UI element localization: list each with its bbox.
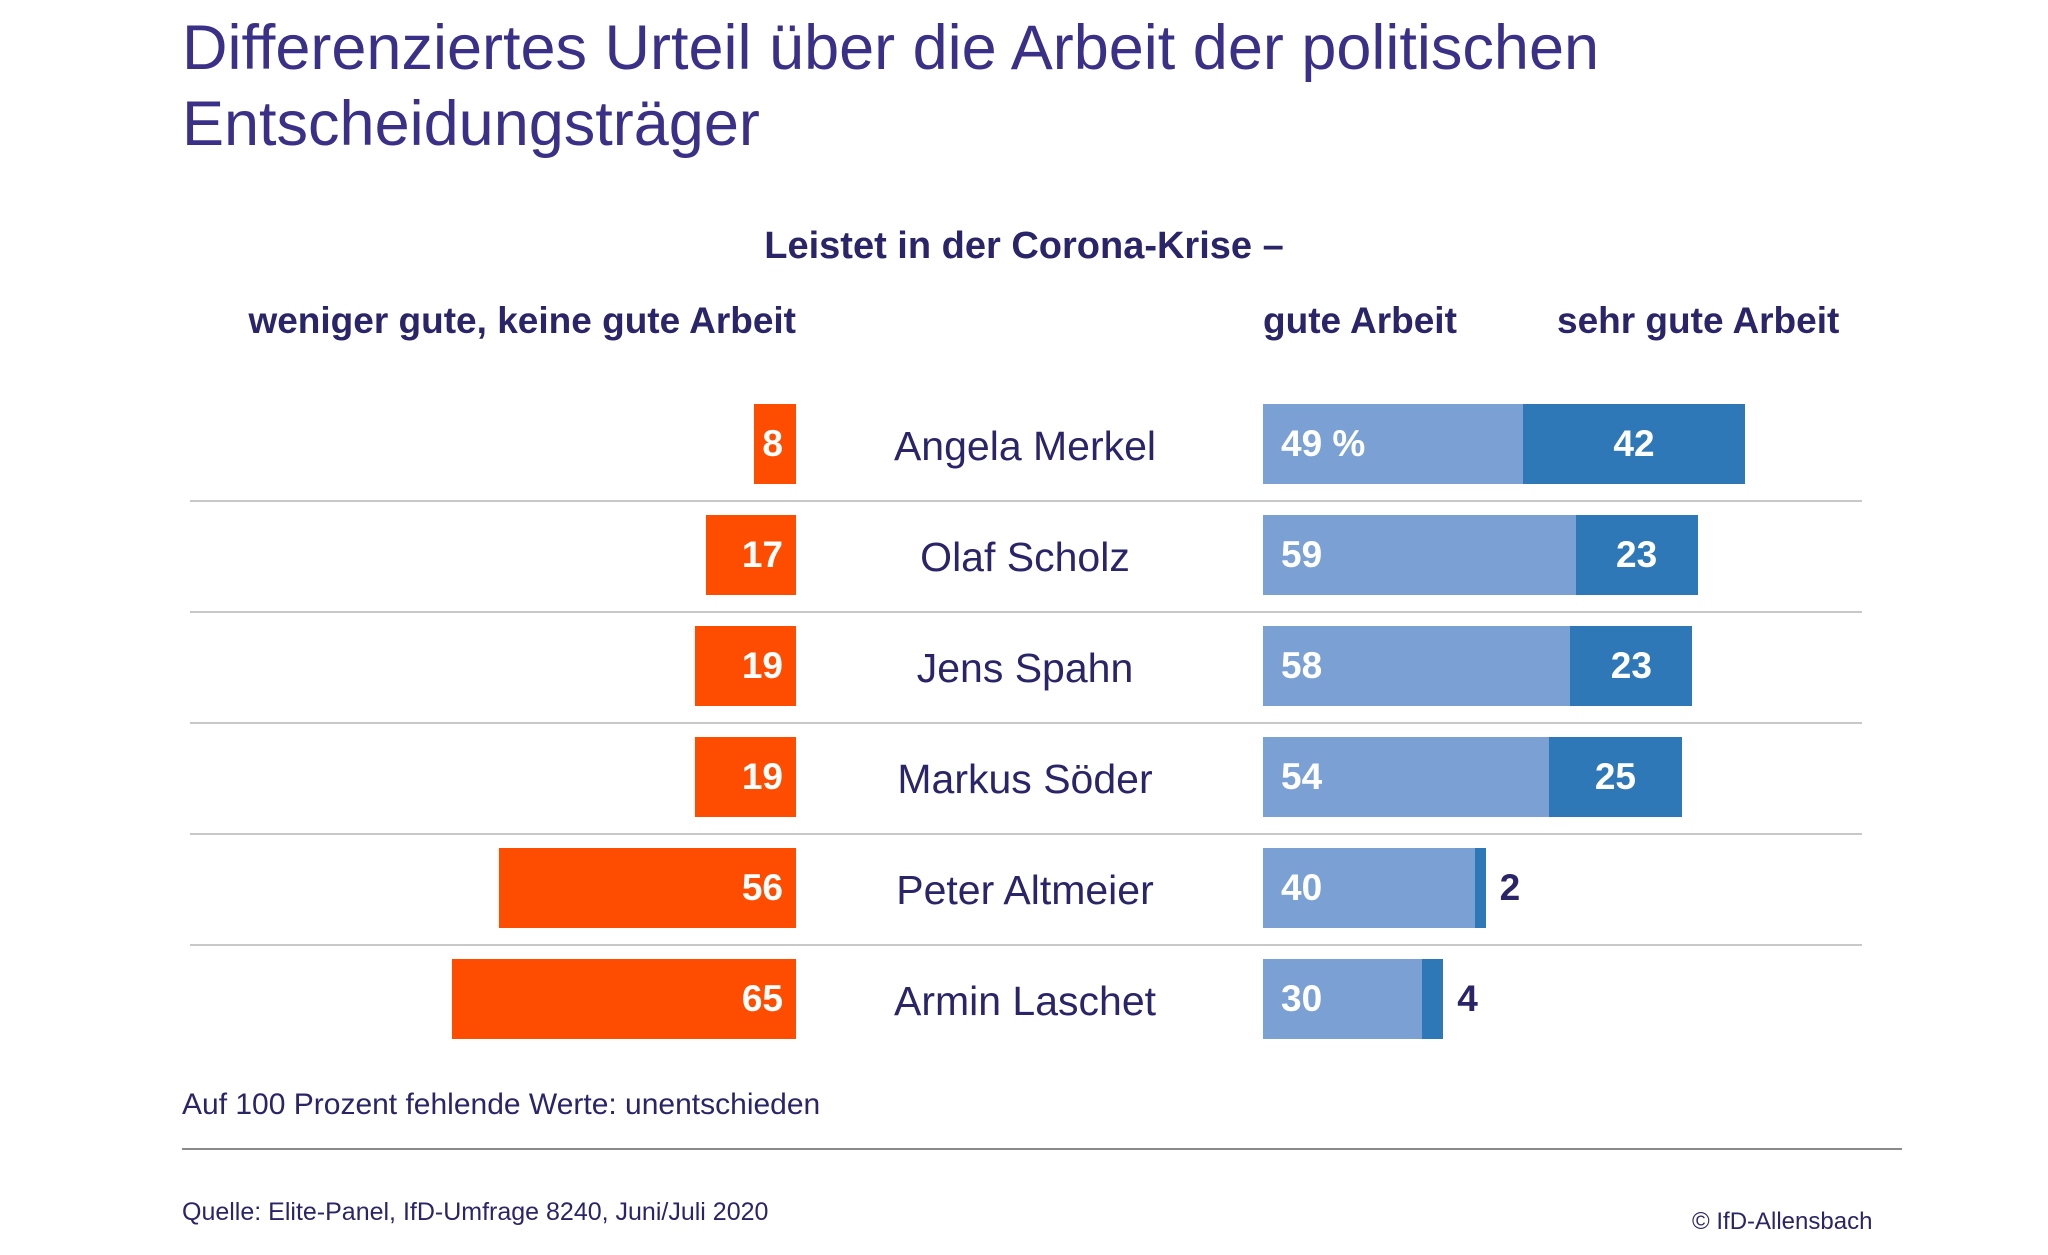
bar-good [1263,404,1523,484]
chart-row: 8 Angela Merkel 49 % 42 [0,404,2048,514]
chart-row: 19 Jens Spahn 58 23 [0,626,2048,736]
legend-very-good: sehr gute Arbeit [1557,300,1840,341]
bar-very-good [1522,404,1746,484]
bar-very-good [1475,848,1486,928]
row-divider [190,833,1862,835]
value-label-very-good: 23 [1610,645,1652,686]
value-label-negative: 65 [741,978,783,1019]
bar-good [1263,737,1550,817]
chart-row: 19 Markus Söder 54 25 [0,737,2048,847]
value-label-good: 40 [1281,867,1323,908]
value-label-very-good: 42 [1613,423,1655,464]
bar-very-good [1549,737,1682,817]
value-label-good: 58 [1281,645,1323,686]
bar-negative [695,626,796,706]
value-label-good: 54 [1281,756,1323,797]
bar-good [1263,848,1475,928]
source-note: Quelle: Elite-Panel, IfD-Umfrage 8240, J… [182,1198,769,1226]
bar-negative [499,848,796,928]
footnote: Auf 100 Prozent fehlende Werte: unentsch… [182,1088,821,1121]
row-divider [190,500,1862,502]
value-label-negative: 19 [741,645,783,686]
bar-very-good [1575,515,1698,595]
bar-negative [451,959,796,1039]
bar-negative [705,515,796,595]
value-label-good: 49 % [1281,423,1366,464]
bar-negative [753,404,796,484]
value-label-good: 30 [1281,978,1323,1019]
chart-title-line-1: Differenziertes Urteil über die Arbeit d… [182,13,1600,83]
bar-very-good [1570,626,1693,706]
value-label-very-good: 23 [1616,534,1658,575]
chart-title: Differenziertes Urteil über die Arbeit d… [182,10,1902,162]
bar-good [1263,626,1571,706]
bar-good [1263,515,1576,595]
value-label-very-good: 25 [1594,756,1637,797]
bar-very-good [1422,959,1444,1039]
row-divider [190,611,1862,613]
category-label: Olaf Scholz [920,534,1130,580]
category-label: Peter Altmeier [896,867,1154,913]
value-label-good: 59 [1281,534,1323,575]
legend-negative: weniger gute, keine gute Arbeit [248,300,796,341]
row-divider [190,944,1862,946]
bar-good [1263,959,1422,1039]
value-label-very-good: 2 [1499,867,1521,908]
value-label-negative: 19 [741,756,783,797]
bar-negative [695,737,796,817]
value-label-negative: 56 [741,867,783,908]
category-label: Jens Spahn [916,645,1134,691]
category-label: Angela Merkel [893,423,1157,469]
footer-divider [182,1148,1902,1150]
category-label: Markus Söder [897,756,1153,802]
legend-good: gute Arbeit [1263,300,1457,341]
chart-title-line-2: Entscheidungsträger [182,89,760,159]
value-label-negative: 8 [762,423,783,464]
copyright: © IfD-Allensbach [1692,1208,1873,1235]
chart-subtitle: Leistet in der Corona-Krise – [764,225,1284,267]
chart-row: 56 Peter Altmeier 40 2 [0,848,2048,958]
value-label-negative: 17 [741,534,783,575]
category-label: Armin Laschet [893,978,1157,1024]
chart-row: 17 Olaf Scholz 59 23 [0,515,2048,625]
row-divider [190,722,1862,724]
chart-row: 65 Armin Laschet 30 4 [0,959,2048,1069]
value-label-very-good: 4 [1457,978,1478,1019]
